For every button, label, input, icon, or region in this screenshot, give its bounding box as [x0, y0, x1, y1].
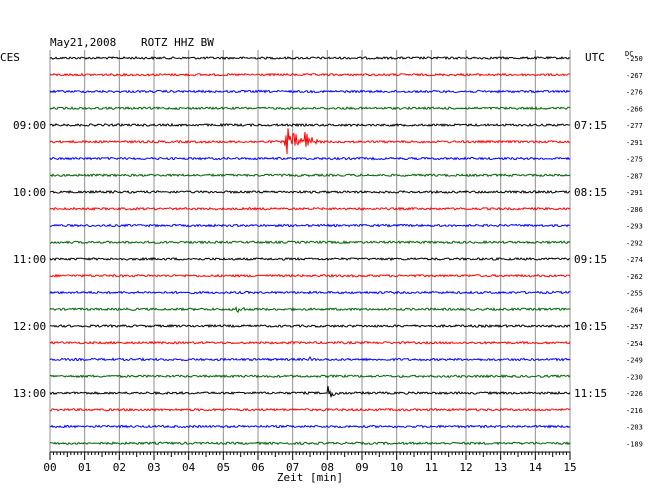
date-label: May21,2008 — [50, 36, 116, 49]
x-tick-label: 04 — [182, 461, 196, 474]
time-grid — [49, 50, 571, 452]
station-label: ROTZ HHZ BW — [141, 36, 214, 49]
x-tick-label: 03 — [147, 461, 160, 474]
trace-21 — [49, 407, 571, 412]
right-timezone-label: UTC — [585, 51, 605, 64]
left-hour-label: 09:00 — [13, 119, 46, 132]
trace-20 — [49, 386, 571, 398]
dc-header-label: DC — [625, 50, 633, 58]
trace-14 — [49, 290, 571, 295]
x-tick-label: 06 — [251, 461, 264, 474]
trace-16 — [50, 323, 571, 329]
left-hour-labels: 09:00 10:00 11:00 12:00 13:00 — [13, 119, 46, 400]
trace-10 — [50, 223, 570, 228]
dc-offset-label: -291 — [626, 139, 643, 147]
dc-offset-label: -266 — [626, 105, 643, 113]
trace-19 — [49, 374, 571, 379]
x-tick-label: 11 — [425, 461, 438, 474]
right-hour-label: 08:15 — [574, 186, 607, 199]
dc-offset-labels: -250 -267 -276 -266 -277 -291 -275 -287 -291 -286… — [626, 55, 643, 448]
dc-offset-label: -286 — [626, 206, 643, 214]
left-timezone-label: CES — [0, 51, 20, 64]
x-axis-label: Zeit [min] — [277, 471, 343, 484]
x-tick-label: 07 — [286, 461, 299, 474]
dc-offset-label: -257 — [626, 323, 643, 331]
dc-offset-label: -277 — [626, 122, 643, 130]
dc-offset-label: -276 — [626, 89, 643, 97]
trace-3 — [49, 106, 571, 111]
dc-offset-label: -287 — [626, 172, 643, 180]
dc-offset-label: -254 — [626, 340, 643, 348]
right-hour-label: 10:15 — [574, 320, 607, 333]
dc-offset-label: -262 — [626, 273, 643, 281]
dc-offset-label: -264 — [626, 306, 643, 314]
dc-offset-label: -291 — [626, 189, 643, 197]
x-tick-label: 10 — [390, 461, 403, 474]
x-tick-label: 14 — [529, 461, 543, 474]
x-tick-label: 00 — [43, 461, 56, 474]
trace-group — [49, 55, 571, 446]
trace-17 — [49, 340, 571, 345]
x-tick-label: 15 — [563, 461, 576, 474]
trace-9 — [49, 206, 571, 211]
trace-1 — [49, 72, 570, 77]
trace-12 — [49, 256, 570, 262]
trace-0 — [49, 55, 571, 61]
trace-22 — [49, 424, 571, 429]
dc-offset-label: -249 — [626, 357, 643, 365]
left-hour-label: 13:00 — [13, 387, 46, 400]
x-tick-label: 12 — [459, 461, 472, 474]
left-hour-label: 10:00 — [13, 186, 46, 199]
trace-18 — [49, 355, 571, 362]
left-hour-label: 11:00 — [13, 253, 46, 266]
trace-7 — [49, 173, 571, 178]
x-tick-label: 01 — [78, 461, 91, 474]
trace-13 — [49, 273, 571, 278]
trace-4 — [49, 122, 571, 128]
dc-offset-label: -250 — [626, 55, 643, 63]
dc-offset-label: -274 — [626, 256, 643, 264]
trace-6 — [49, 156, 571, 161]
left-hour-label: 12:00 — [13, 320, 46, 333]
trace-8 — [49, 189, 571, 195]
dc-offset-label: -292 — [626, 239, 643, 247]
trace-15 — [49, 306, 571, 314]
right-hour-labels: 07:15 08:15 09:15 10:15 11:15 — [574, 119, 607, 400]
dc-offset-label: -230 — [626, 373, 643, 381]
dc-offset-label: -275 — [626, 156, 643, 164]
x-tick-label: 09 — [355, 461, 368, 474]
x-tick-label: 02 — [113, 461, 126, 474]
x-tick-label: 13 — [494, 461, 507, 474]
right-hour-label: 09:15 — [574, 253, 607, 266]
dc-offset-label: -203 — [626, 424, 643, 432]
x-tick-label: 05 — [217, 461, 230, 474]
trace-2 — [49, 89, 571, 94]
dc-offset-label: -293 — [626, 223, 643, 231]
x-tick-label: 08 — [321, 461, 334, 474]
right-hour-label: 11:15 — [574, 387, 607, 400]
dc-offset-label: -267 — [626, 72, 643, 80]
dc-offset-label: -216 — [626, 407, 643, 415]
trace-5 — [49, 128, 571, 155]
right-hour-label: 07:15 — [574, 119, 607, 132]
dc-offset-label: -255 — [626, 290, 643, 298]
dc-offset-label: -189 — [626, 440, 643, 448]
trace-23 — [49, 441, 571, 446]
x-axis: 00 01 02 03 04 05 06 07 08 09 10 11 12 13 14 15 — [43, 451, 577, 474]
trace-11 — [49, 240, 571, 245]
dc-offset-label: -226 — [626, 390, 643, 398]
